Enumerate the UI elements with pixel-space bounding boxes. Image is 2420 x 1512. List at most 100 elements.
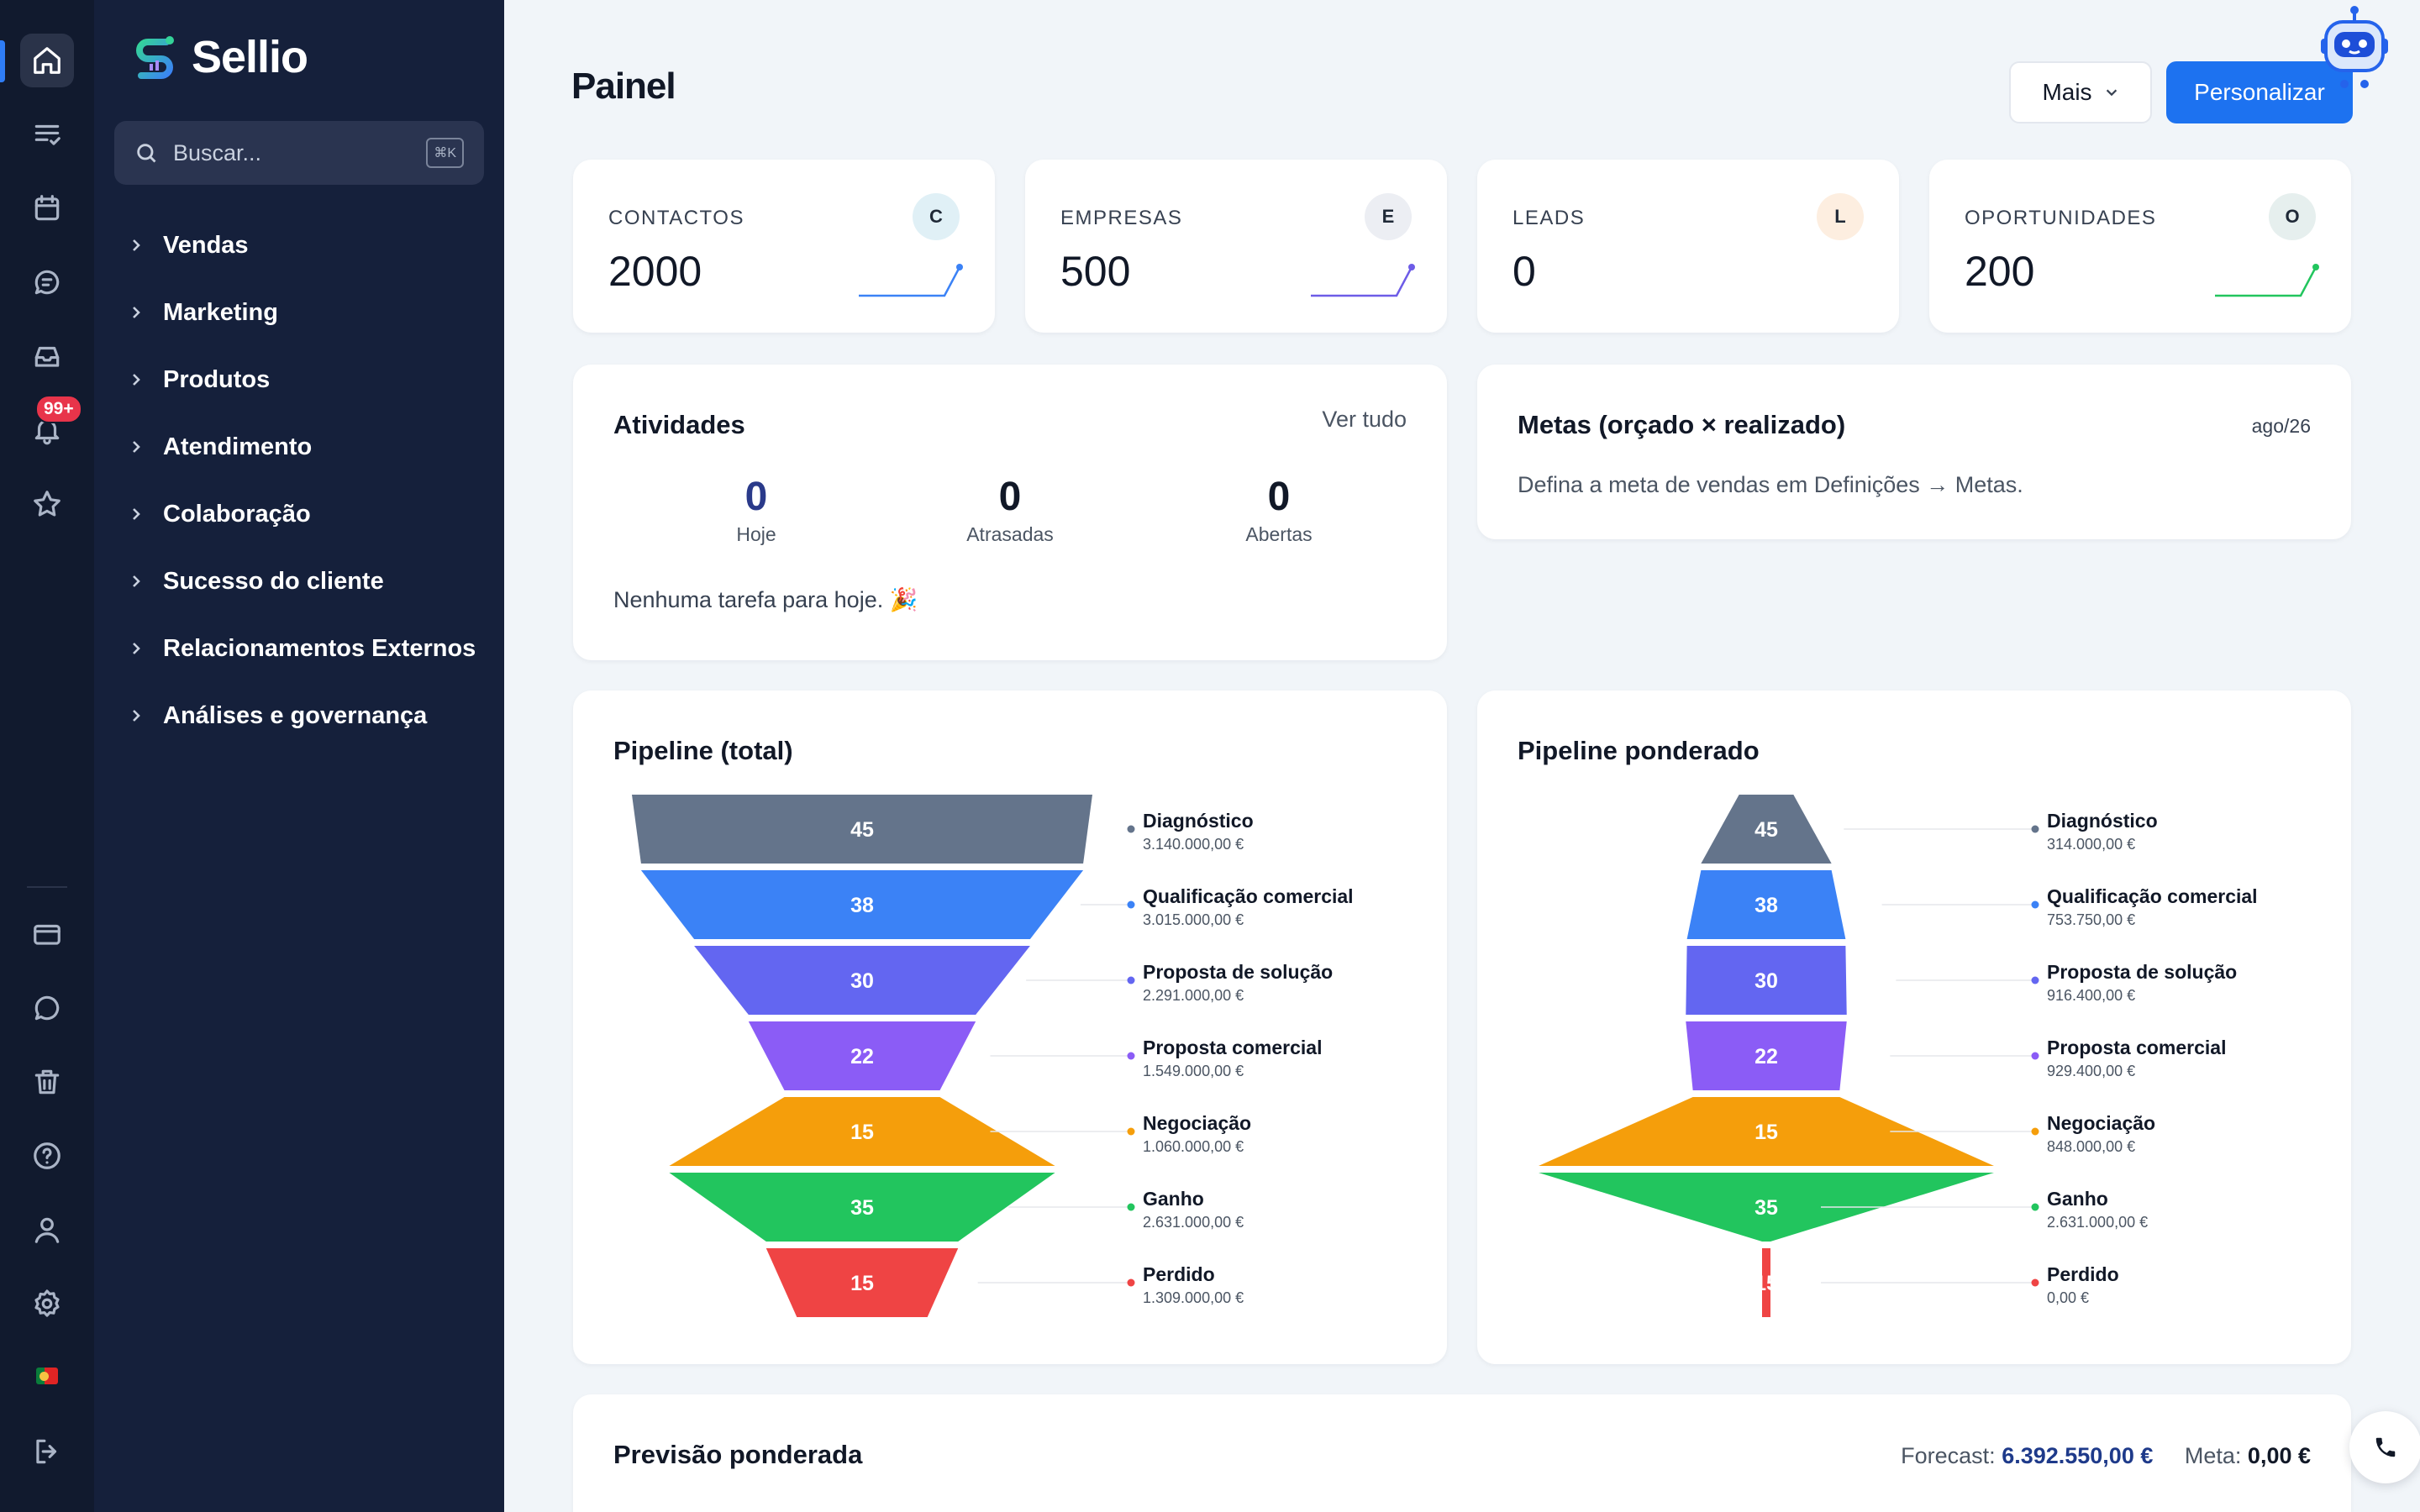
page-title: Painel <box>571 66 676 107</box>
stat-today[interactable]: 0 Hoje <box>672 474 840 546</box>
sidebar-item-produtos[interactable]: Produtos <box>128 346 476 413</box>
stat-label: Hoje <box>736 523 776 545</box>
kpi-card-oportunidades[interactable]: OPORTUNIDADES 200 O <box>1929 160 2351 333</box>
funnel-segment[interactable] <box>669 1097 1055 1166</box>
meta-label: Meta: <box>2184 1443 2242 1468</box>
more-button[interactable]: Mais <box>2009 61 2152 123</box>
kpi-card-empresas[interactable]: EMPRESAS 500 E <box>1025 160 1447 333</box>
kpi-label: OPORTUNIDADES <box>1965 207 2157 229</box>
stat-value: 0 <box>1267 475 1291 519</box>
funnel-segment[interactable] <box>1686 946 1847 1015</box>
assistant-robot-icon[interactable] <box>2319 3 2390 96</box>
goals-text: Defina a meta de vendas em Definições → … <box>1518 472 2023 497</box>
forecast-label: Forecast: <box>1901 1443 1996 1468</box>
stage-amount: 2.631.000,00 € <box>2047 1214 2148 1231</box>
funnel-segment[interactable] <box>1686 1021 1847 1090</box>
funnel-segment[interactable] <box>748 1021 976 1090</box>
kpi-avatar: E <box>1365 193 1412 240</box>
sidebar-item-label: Marketing <box>163 298 278 326</box>
stage-name: Perdido <box>1143 1263 1215 1285</box>
stage-name: Proposta de solução <box>2047 961 2237 983</box>
legend-dot <box>2031 1127 2039 1136</box>
funnel-segment[interactable] <box>1539 1097 1994 1166</box>
pipeline-total-funnel: 45 Diagnóstico 3.140.000,00 € 38 Qualificaçã… <box>632 795 1354 1317</box>
segment-count: 30 <box>1754 969 1778 993</box>
sidebar-item-colaboracao[interactable]: Colaboração <box>128 480 476 548</box>
kpi-card-contactos[interactable]: CONTACTOS 2000 C <box>573 160 995 333</box>
stat-value: 0 <box>998 475 1022 519</box>
sidebar-item-label: Vendas <box>163 231 249 259</box>
message-icon[interactable] <box>20 981 74 1035</box>
funnel-segment[interactable] <box>640 870 1084 939</box>
search-icon <box>137 144 156 163</box>
trash-icon[interactable] <box>20 1055 74 1109</box>
chat-icon[interactable] <box>20 255 74 309</box>
funnel-segment[interactable] <box>694 946 1030 1015</box>
customize-button[interactable]: Personalizar <box>2166 61 2353 123</box>
chart-title: Pipeline (total) <box>613 736 793 765</box>
stage-amount: 3.015.000,00 € <box>1143 911 1244 928</box>
funnel-segment[interactable] <box>1762 1248 1770 1317</box>
search-placeholder: Buscar... <box>173 139 262 165</box>
funnel-segment[interactable] <box>1686 870 1846 939</box>
user-icon[interactable] <box>20 1203 74 1257</box>
funnel-segment[interactable] <box>632 795 1092 864</box>
notification-badge: 99+ <box>35 395 82 423</box>
kpi-card-leads[interactable]: LEADS 0 L <box>1477 160 1899 333</box>
funnel-segment[interactable] <box>1701 795 1832 864</box>
segment-count: 15 <box>850 1121 874 1144</box>
kpi-sparkline <box>1311 264 1415 297</box>
flag-icon[interactable] <box>36 1368 58 1384</box>
sidebar: Sellio Buscar... ⌘K Vendas Marketing Pro… <box>94 0 504 1512</box>
funnel-segment[interactable] <box>669 1173 1055 1242</box>
settings-icon[interactable] <box>20 1277 74 1331</box>
funnel-segment[interactable] <box>765 1248 959 1317</box>
kpi-sparkline <box>2215 264 2319 297</box>
tasks-icon[interactable] <box>20 108 74 161</box>
stage-amount: 753.750,00 € <box>2047 911 2135 928</box>
chart-title: Pipeline ponderado <box>1518 736 1760 765</box>
active-indicator <box>0 40 5 82</box>
pipeline-total-card: Pipeline (total) 45 Diagnóstico 3.140.000,… <box>573 690 1447 1364</box>
sidebar-item-label: Análises e governança <box>163 701 428 729</box>
sidebar-item-label: Atendimento <box>163 433 313 460</box>
stat-open[interactable]: 0 Abertas <box>1195 474 1363 546</box>
inbox-icon[interactable] <box>20 329 74 383</box>
chevron-right-icon <box>133 575 140 587</box>
home-icon[interactable] <box>20 34 74 87</box>
sidebar-item-vendas[interactable]: Vendas <box>128 212 476 279</box>
legend-dot <box>2031 976 2039 984</box>
chevron-right-icon <box>133 307 140 318</box>
stage-amount: 2.291.000,00 € <box>1143 987 1244 1004</box>
stage-name: Perdido <box>2047 1263 2119 1285</box>
stage-name: Negociação <box>2047 1112 2155 1134</box>
see-all-link[interactable]: Ver tudo <box>1322 407 1407 432</box>
sidebar-item-atendimento[interactable]: Atendimento <box>128 413 476 480</box>
stat-label: Atrasadas <box>966 523 1054 545</box>
segment-count: 30 <box>850 969 874 993</box>
legend-dot <box>2031 1052 2039 1060</box>
sidebar-item-marketing[interactable]: Marketing <box>128 279 476 346</box>
icon-rail: 99+ <box>0 0 94 1512</box>
stat-overdue[interactable]: 0 Atrasadas <box>926 474 1094 546</box>
stage-amount: 916.400,00 € <box>2047 987 2135 1004</box>
star-icon[interactable] <box>20 477 74 531</box>
sidebar-item-relacionamentos[interactable]: Relacionamentos Externos <box>128 615 476 682</box>
help-icon[interactable] <box>20 1129 74 1183</box>
sidebar-item-analises[interactable]: Análises e governança <box>128 682 476 749</box>
legend-dot <box>1127 1203 1135 1211</box>
stage-name: Proposta comercial <box>2047 1037 2226 1058</box>
phone-button[interactable] <box>2349 1411 2420 1483</box>
search-input[interactable]: Buscar... ⌘K <box>114 121 484 185</box>
logo-icon <box>136 36 174 79</box>
logo[interactable]: Sellio <box>128 30 308 84</box>
card-icon[interactable] <box>20 907 74 961</box>
sidebar-item-sucesso-cliente[interactable]: Sucesso do cliente <box>128 548 476 615</box>
funnel-segment[interactable] <box>1539 1173 1994 1242</box>
stat-label: Abertas <box>1245 523 1313 545</box>
app-name: Sellio <box>192 32 308 82</box>
stage-amount: 2.631.000,00 € <box>1143 1214 1244 1231</box>
activities-card: Atividades Ver tudo 0 Hoje 0 Atrasadas 0… <box>573 365 1447 660</box>
logout-icon[interactable] <box>20 1425 74 1478</box>
calendar-icon[interactable] <box>20 181 74 235</box>
